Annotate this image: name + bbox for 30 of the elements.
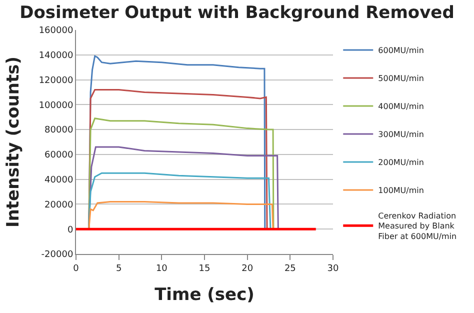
x-tick-label: 20 — [242, 264, 254, 274]
y-tick-label: 0 — [67, 225, 74, 236]
line-series — [88, 200, 274, 230]
legend-label: 300MU/min — [378, 130, 424, 140]
legend-label: 400MU/min — [378, 102, 424, 112]
x-tick-label: 15 — [198, 264, 210, 274]
line-series — [88, 172, 272, 230]
y-tick-label: 40000 — [44, 175, 74, 186]
legend-label: 600MU/min — [378, 46, 424, 56]
x-tick-label: 25 — [284, 264, 296, 274]
legend-label: 500MU/min — [378, 74, 424, 84]
y-axis-title: Intensity (counts) — [3, 56, 24, 228]
y-tick-label: 140000 — [38, 51, 74, 62]
y-tick-label: 160000 — [38, 26, 74, 36]
x-axis-title: Time (sec) — [154, 285, 254, 306]
x-tick-label: 5 — [116, 264, 122, 274]
legend-label: 100MU/min — [378, 186, 424, 196]
y-tick-label: 80000 — [44, 126, 74, 136]
line-series — [88, 118, 274, 230]
x-tick-label: 10 — [156, 264, 168, 274]
legend-label: Cerenkov Radiation Measured by Blank Fiber at 600MU/min — [378, 211, 457, 242]
chart-title: Dosimeter Output with Background Removed — [20, 3, 454, 24]
y-tick-label: 20000 — [44, 200, 74, 210]
y-tick-label: 100000 — [38, 100, 74, 111]
y-tick-label: 60000 — [44, 150, 74, 161]
y-tick-label: 120000 — [38, 76, 74, 86]
y-tick-label: -20000 — [41, 250, 74, 260]
line-series — [88, 146, 279, 230]
legend-label: 200MU/min — [378, 158, 424, 168]
x-tick-label: 30 — [327, 264, 339, 274]
